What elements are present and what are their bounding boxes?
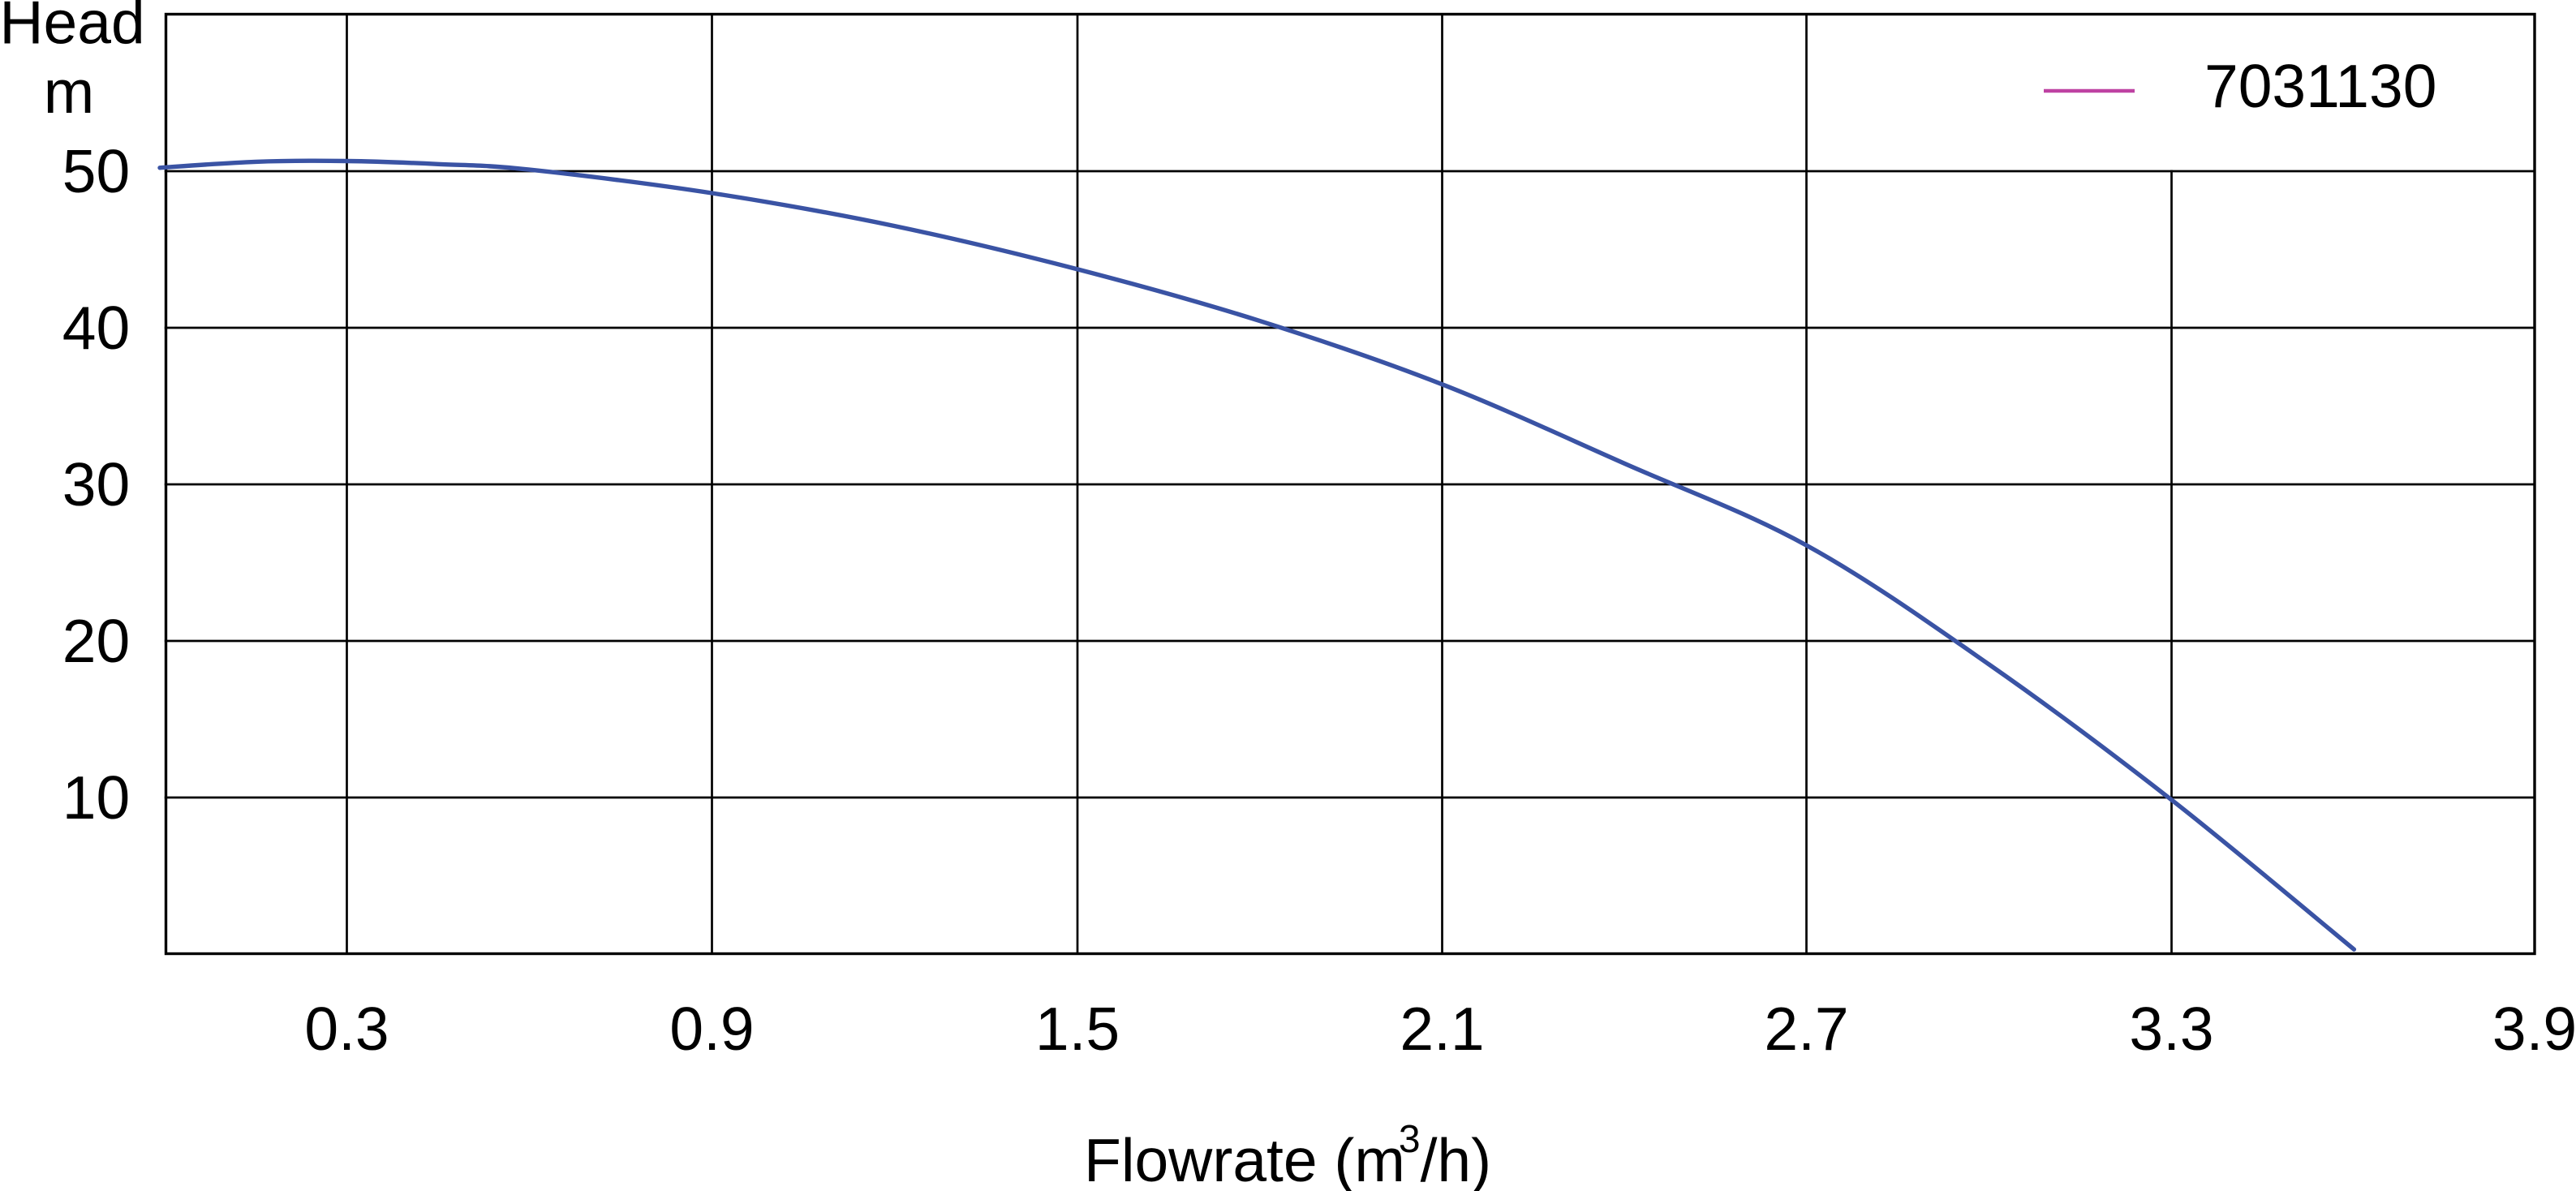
svg-text:20: 20: [62, 607, 130, 675]
svg-text:10: 10: [62, 763, 130, 832]
svg-text:Head: Head: [0, 0, 145, 57]
svg-text:0.3: 0.3: [304, 995, 389, 1063]
svg-text:50: 50: [62, 137, 130, 205]
svg-text:1.5: 1.5: [1035, 995, 1120, 1063]
svg-text:3.9: 3.9: [2492, 995, 2576, 1063]
svg-text:m: m: [44, 58, 94, 126]
svg-text:2.7: 2.7: [1764, 995, 1848, 1063]
svg-text:40: 40: [62, 294, 130, 362]
svg-text:2.1: 2.1: [1400, 995, 1484, 1063]
svg-text:3.3: 3.3: [2129, 995, 2213, 1063]
svg-text:Flowrate (m3/h): Flowrate (m3/h): [1084, 1118, 1491, 1191]
svg-text:7031130: 7031130: [2204, 52, 2436, 120]
svg-text:30: 30: [62, 450, 130, 518]
svg-text:0.9: 0.9: [669, 995, 754, 1063]
